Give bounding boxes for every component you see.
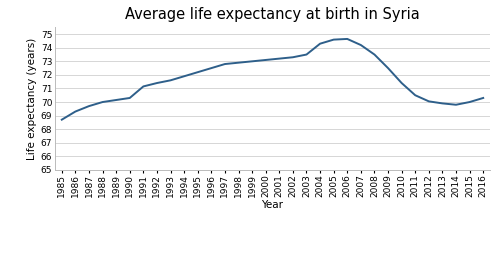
X-axis label: Year: Year	[262, 200, 283, 210]
Y-axis label: Life expectancy (years): Life expectancy (years)	[26, 38, 36, 160]
Title: Average life expectancy at birth in Syria: Average life expectancy at birth in Syri…	[125, 7, 420, 22]
